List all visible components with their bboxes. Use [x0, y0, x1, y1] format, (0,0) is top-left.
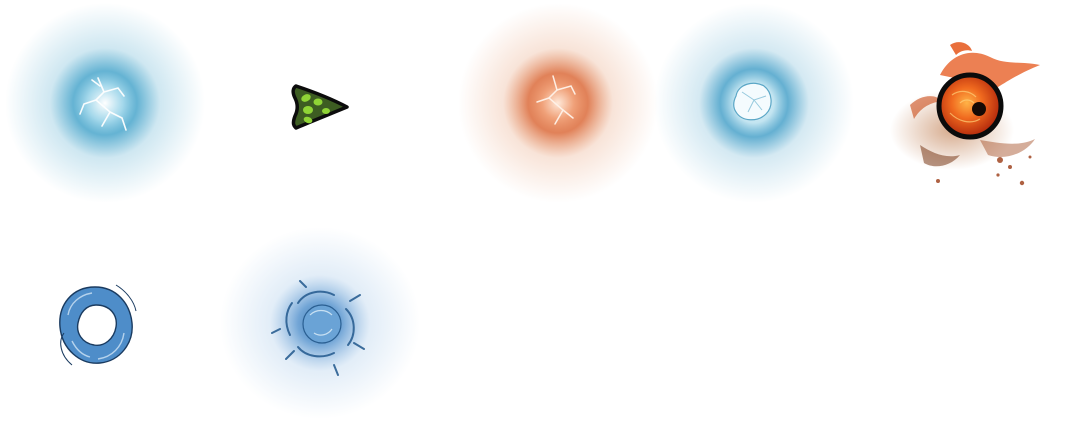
flaming-eye-orb [880, 35, 1055, 200]
green-spotted-arrowhead [286, 80, 352, 134]
blue-lightning-orb [0, 0, 210, 210]
water-vortex-orb [210, 225, 420, 425]
ice-crystal-orb [650, 0, 860, 210]
orange-lightning-orb [455, 0, 665, 210]
water-swirl-ring [50, 275, 140, 375]
